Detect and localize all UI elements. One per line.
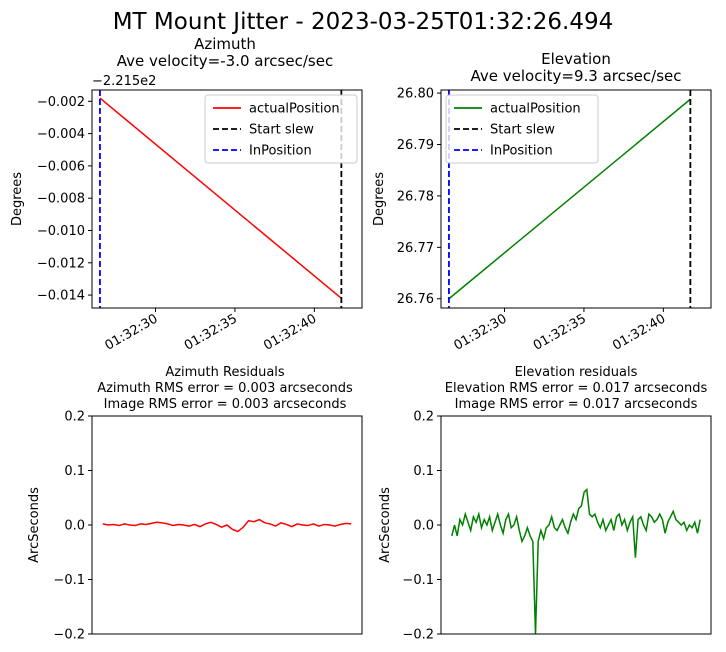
elevation-ytick-label: 26.77 — [397, 241, 434, 256]
azimuth-residuals-ytick-label: 0.0 — [64, 519, 85, 534]
azimuth-offset-label: −2.215e2 — [92, 74, 156, 89]
azimuth-residuals-subtitle2: Image RMS error = 0.003 arcseconds — [104, 397, 347, 412]
elevation-subtitle: Ave velocity=9.3 arcsec/sec — [471, 67, 682, 85]
elevation-residuals-ytick-label: −0.2 — [402, 628, 434, 643]
elevation-axes-frame — [440, 89, 712, 309]
azimuth-ylabel: Degrees — [10, 172, 25, 226]
azimuth-residuals-ytick-label: 0.1 — [64, 464, 85, 479]
azimuth-ytick-label: −0.010 — [37, 224, 85, 239]
azimuth-residuals-panel: Azimuth Residuals Azimuth RMS error = 0.… — [27, 365, 363, 643]
elevation-residuals-subtitle2: Image RMS error = 0.017 arcseconds — [455, 397, 698, 412]
elevation-ytick-label: 26.78 — [397, 189, 434, 204]
elevation-residuals-ytick-label: −0.1 — [402, 573, 434, 588]
azimuth-title: Azimuth — [194, 35, 256, 53]
azimuth-residuals-series-line — [102, 518, 352, 533]
azimuth-subtitle: Ave velocity=-3.0 arcsec/sec — [117, 52, 333, 70]
azimuth-ytick-label: −0.004 — [37, 127, 85, 142]
elevation-xtick-label: 01:32:35 — [531, 311, 589, 353]
azimuth-legend-label: actualPosition — [249, 102, 340, 117]
elevation-residuals-subtitle: Elevation RMS error = 0.017 arcseconds — [445, 381, 708, 396]
elevation-residuals-ylabel: ArcSeconds — [378, 487, 393, 563]
elevation-legend-label: InPosition — [490, 144, 553, 159]
elevation-series-line — [448, 98, 691, 300]
elevation-legend-label: Start slew — [490, 123, 555, 138]
elevation-xtick-label: 01:32:40 — [610, 311, 668, 353]
elevation-residuals-ytick-label: 0.0 — [413, 519, 434, 534]
azimuth-ytick-label: −0.008 — [37, 192, 85, 207]
azimuth-series-line — [99, 97, 342, 299]
elevation-panel: Elevation Ave velocity=9.3 arcsec/sec De… — [372, 50, 712, 354]
azimuth-ytick-label: −0.002 — [37, 95, 85, 110]
azimuth-residuals-ylabel: ArcSeconds — [27, 487, 42, 563]
elevation-residuals-ytick-label: 0.1 — [413, 464, 434, 479]
azimuth-ytick-label: −0.006 — [37, 159, 85, 174]
azimuth-residuals-subtitle: Azimuth RMS error = 0.003 arcseconds — [97, 381, 353, 396]
elevation-residuals-ytick-label: 0.2 — [413, 410, 434, 425]
elevation-ylabel: Degrees — [372, 172, 387, 226]
figure-title: MT Mount Jitter - 2023-03-25T01:32:26.49… — [113, 9, 614, 35]
azimuth-ytick-label: −0.012 — [37, 256, 85, 271]
azimuth-panel: Azimuth Ave velocity=-3.0 arcsec/sec −2.… — [10, 35, 363, 354]
azimuth-xtick-label: 01:32:30 — [102, 311, 160, 353]
azimuth-axes-frame — [91, 89, 363, 309]
elevation-ytick-label: 26.76 — [397, 292, 434, 307]
azimuth-residuals-ytick-label: −0.1 — [53, 573, 85, 588]
elevation-ytick-label: 26.79 — [397, 138, 434, 153]
elevation-legend-label: actualPosition — [490, 102, 581, 117]
elevation-residuals-series-line — [451, 487, 701, 634]
azimuth-residuals-ytick-label: −0.2 — [53, 628, 85, 643]
azimuth-legend: actualPosition Start slew InPosition — [204, 94, 358, 164]
elevation-xtick-label: 01:32:30 — [451, 311, 509, 353]
azimuth-legend-label: Start slew — [249, 123, 314, 138]
elevation-residuals-panel: Elevation residuals Elevation RMS error … — [378, 365, 712, 643]
elevation-legend: actualPosition Start slew InPosition — [445, 94, 599, 164]
azimuth-legend-label: InPosition — [249, 144, 312, 159]
azimuth-xtick-label: 01:32:40 — [261, 311, 319, 353]
elevation-residuals-title: Elevation residuals — [515, 365, 638, 380]
azimuth-xtick-label: 01:32:35 — [182, 311, 240, 353]
elevation-ytick-label: 26.80 — [397, 87, 434, 102]
azimuth-residuals-ytick-label: 0.2 — [64, 410, 85, 425]
elevation-title: Elevation — [541, 50, 611, 68]
azimuth-residuals-title: Azimuth Residuals — [165, 365, 285, 380]
azimuth-ytick-label: −0.014 — [37, 289, 85, 304]
